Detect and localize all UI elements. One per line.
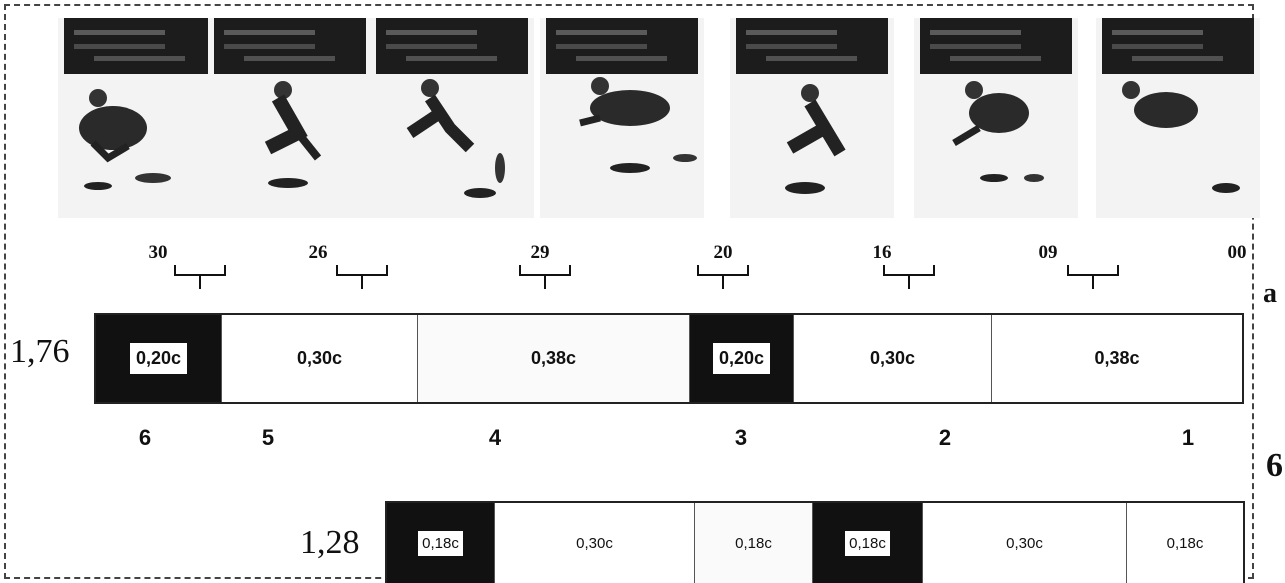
row1-segment: 0,20c [690, 315, 794, 402]
frame-label: 00 [1227, 242, 1247, 263]
side-label-b: 6 [1266, 447, 1283, 484]
photo-frame-1 [58, 18, 222, 218]
row1-segment: 0,30c [794, 315, 992, 402]
row2-segment: 0,30c [923, 503, 1127, 583]
frame-label: 30 [148, 242, 168, 263]
photo-frame-3 [370, 18, 534, 218]
frame-label: 26 [308, 242, 328, 263]
brace-connector [174, 265, 226, 289]
row2-segment: 0,18c [813, 503, 923, 583]
row2-segment: 0,18c [695, 503, 813, 583]
row2-segment: 0,30c [495, 503, 695, 583]
brace-connector [883, 265, 935, 289]
frame-label: 29 [530, 242, 550, 263]
brace-connector [519, 265, 571, 289]
frame-label: 16 [872, 242, 892, 263]
row1-label: 1,76 [10, 333, 70, 370]
phase-number: 6 [138, 425, 152, 450]
brace-connector [697, 265, 749, 289]
frame-label: 09 [1038, 242, 1058, 263]
row1-segment: 0,20c [96, 315, 222, 402]
photo-frame-4 [540, 18, 704, 218]
brace-connector [336, 265, 388, 289]
phase-number: 5 [261, 425, 275, 450]
row1-segment: 0,38c [418, 315, 690, 402]
row2-label: 1,28 [300, 524, 360, 561]
row1-timeline-bar: 0,20c 0,30c 0,38c 0,20c 0,30c 0,38c [94, 313, 1244, 404]
row2-segment: 0,18c [387, 503, 495, 583]
phase-number: 1 [1181, 425, 1195, 450]
photo-frame-2 [208, 18, 372, 218]
phase-number: 2 [938, 425, 952, 450]
frame-label: 20 [713, 242, 733, 263]
side-label-a: a [1263, 278, 1277, 309]
row2-timeline-bar: 0,18c 0,30c 0,18c 0,18c 0,30c 0,18c [385, 501, 1245, 583]
row1-segment: 0,38c [1094, 348, 1140, 368]
photo-frame-6 [914, 18, 1078, 218]
phase-number: 3 [734, 425, 748, 450]
row1-segment: 0,30c [222, 315, 418, 402]
photo-frame-5 [730, 18, 894, 218]
row2-segment: 0,18c [1166, 534, 1204, 552]
phase-number: 4 [488, 425, 502, 450]
photo-frame-7 [1096, 18, 1260, 218]
brace-connector [1067, 265, 1119, 289]
photo-sequence [58, 18, 1260, 218]
